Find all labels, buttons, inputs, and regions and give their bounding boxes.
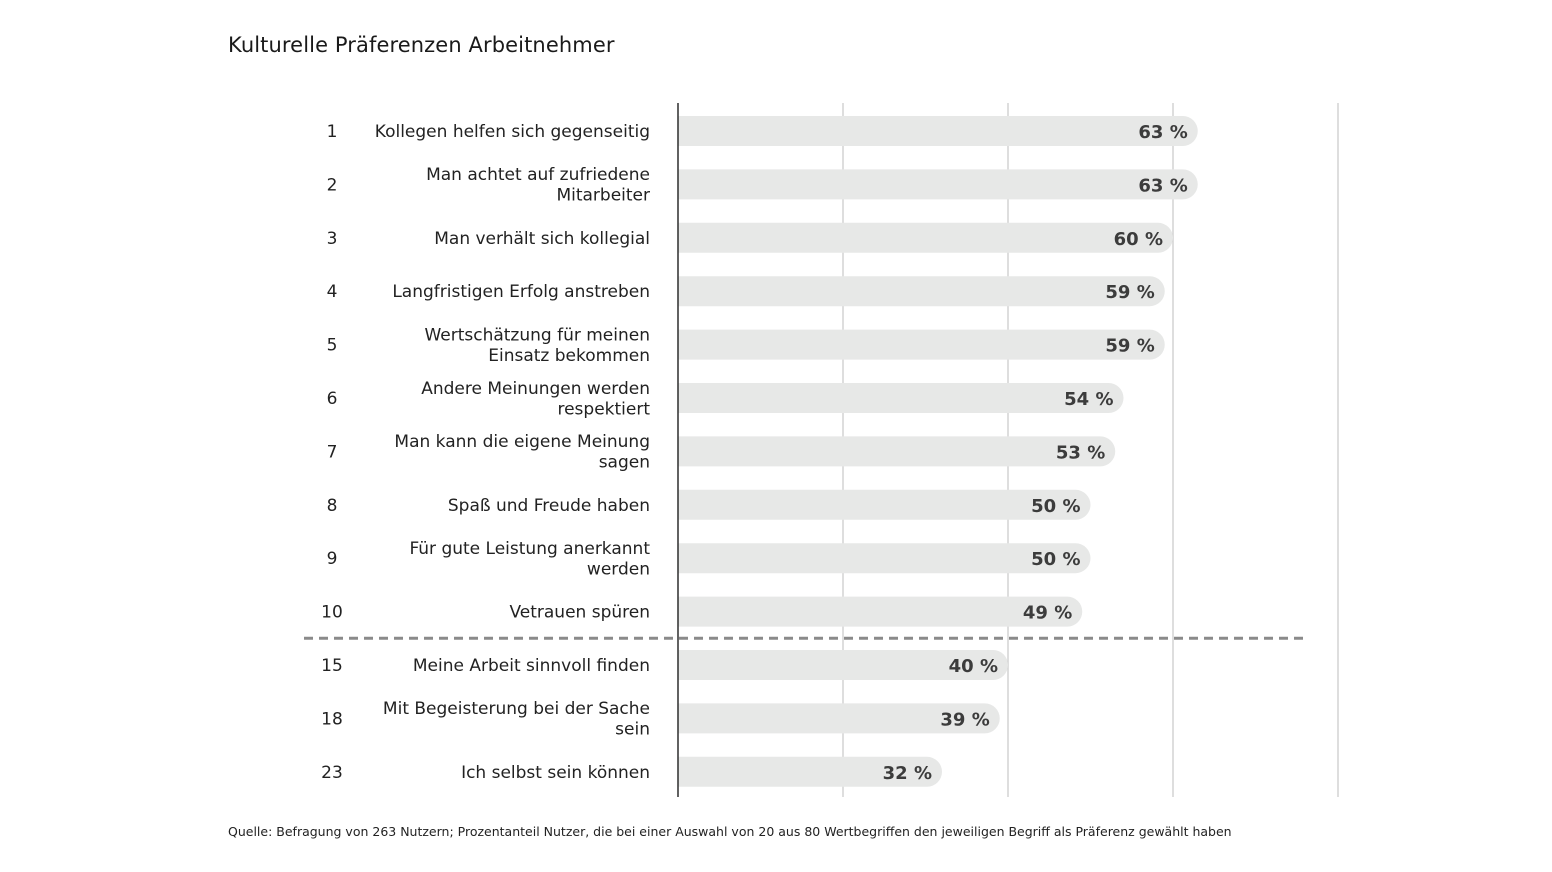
bar-3: [678, 222, 1174, 253]
value-label-9: 50 %: [1031, 549, 1080, 570]
rank-label-23: 23: [321, 763, 343, 783]
category-label-7: Man kann die eigene Meinung: [394, 432, 650, 452]
bar-15: [678, 650, 1008, 680]
value-label-15: 40 %: [949, 656, 998, 677]
category-label-6: Andere Meinungen werden: [421, 379, 650, 399]
rank-label-7: 7: [327, 442, 338, 462]
bar-8: [678, 489, 1091, 520]
bar-6: [678, 383, 1124, 413]
rank-label-1: 1: [327, 122, 338, 142]
category-label-8: Spaß und Freude haben: [448, 496, 650, 516]
category-label-5: Einsatz bekommen: [488, 346, 650, 366]
value-label-4: 59 %: [1105, 282, 1154, 303]
value-label-2: 63 %: [1138, 175, 1187, 196]
value-label-1: 63 %: [1138, 122, 1187, 143]
value-label-8: 50 %: [1031, 496, 1080, 517]
bar-23: [678, 756, 943, 787]
chart-source-note: Quelle: Befragung von 263 Nutzern; Proze…: [228, 824, 1232, 839]
rank-label-3: 3: [327, 229, 338, 249]
rank-label-18: 18: [321, 709, 343, 729]
value-label-23: 32 %: [883, 763, 932, 784]
chart-title: Kulturelle Präferenzen Arbeitnehmer: [228, 33, 615, 57]
value-label-10: 49 %: [1023, 603, 1072, 624]
bar-7: [678, 436, 1116, 467]
category-label-6: respektiert: [557, 399, 650, 419]
rank-label-8: 8: [327, 496, 338, 516]
value-labels: 63 % 63 % 60 % 59 % 59 % 54 % 53 % 50 % 50 % 49 %…: [677, 103, 1188, 797]
rank-label-2: 2: [327, 175, 338, 195]
category-label-1: Kollegen helfen sich gegenseitig: [375, 122, 650, 142]
category-label-4: Langfristigen Erfolg anstreben: [392, 282, 650, 302]
category-label-18: sein: [615, 720, 650, 740]
category-label-7: sagen: [599, 453, 650, 473]
category-label-15: Meine Arbeit sinnvoll finden: [413, 656, 650, 676]
value-label-7: 53 %: [1056, 442, 1105, 463]
bar-5: [678, 329, 1165, 360]
rank-label-15: 15: [321, 656, 343, 676]
category-labels: 1 Kollegen helfen sich gegenseitig 2 Man ac…: [321, 122, 650, 783]
category-label-23: Ich selbst sein können: [461, 763, 650, 783]
bar-9: [678, 543, 1091, 574]
category-label-5: Wertschätzung für meinen: [424, 325, 650, 345]
rank-label-4: 4: [327, 282, 338, 302]
category-label-2: Mitarbeiter: [556, 186, 650, 206]
rank-label-9: 9: [327, 549, 338, 569]
rank-label-10: 10: [321, 603, 343, 623]
category-label-9: werden: [587, 559, 650, 579]
category-label-2: Man achtet auf zufriedene: [426, 165, 650, 185]
category-label-18: Mit Begeisterung bei der Sache: [383, 699, 650, 719]
value-label-6: 54 %: [1064, 389, 1113, 410]
bar-2: [678, 169, 1198, 200]
bar-1: [678, 116, 1198, 146]
rank-label-6: 6: [327, 389, 338, 409]
value-label-3: 60 %: [1114, 229, 1163, 250]
bar-4: [678, 276, 1165, 307]
category-label-3: Man verhält sich kollegial: [434, 229, 650, 249]
value-label-5: 59 %: [1105, 336, 1154, 357]
category-label-10: Vetrauen spüren: [509, 603, 650, 623]
value-label-18: 39 %: [940, 709, 989, 730]
rank-label-5: 5: [327, 336, 338, 356]
bars: [678, 116, 1198, 787]
category-label-9: Für gute Leistung anerkannt: [409, 539, 650, 559]
bar-18: [678, 703, 1000, 734]
bar-10: [678, 596, 1083, 627]
